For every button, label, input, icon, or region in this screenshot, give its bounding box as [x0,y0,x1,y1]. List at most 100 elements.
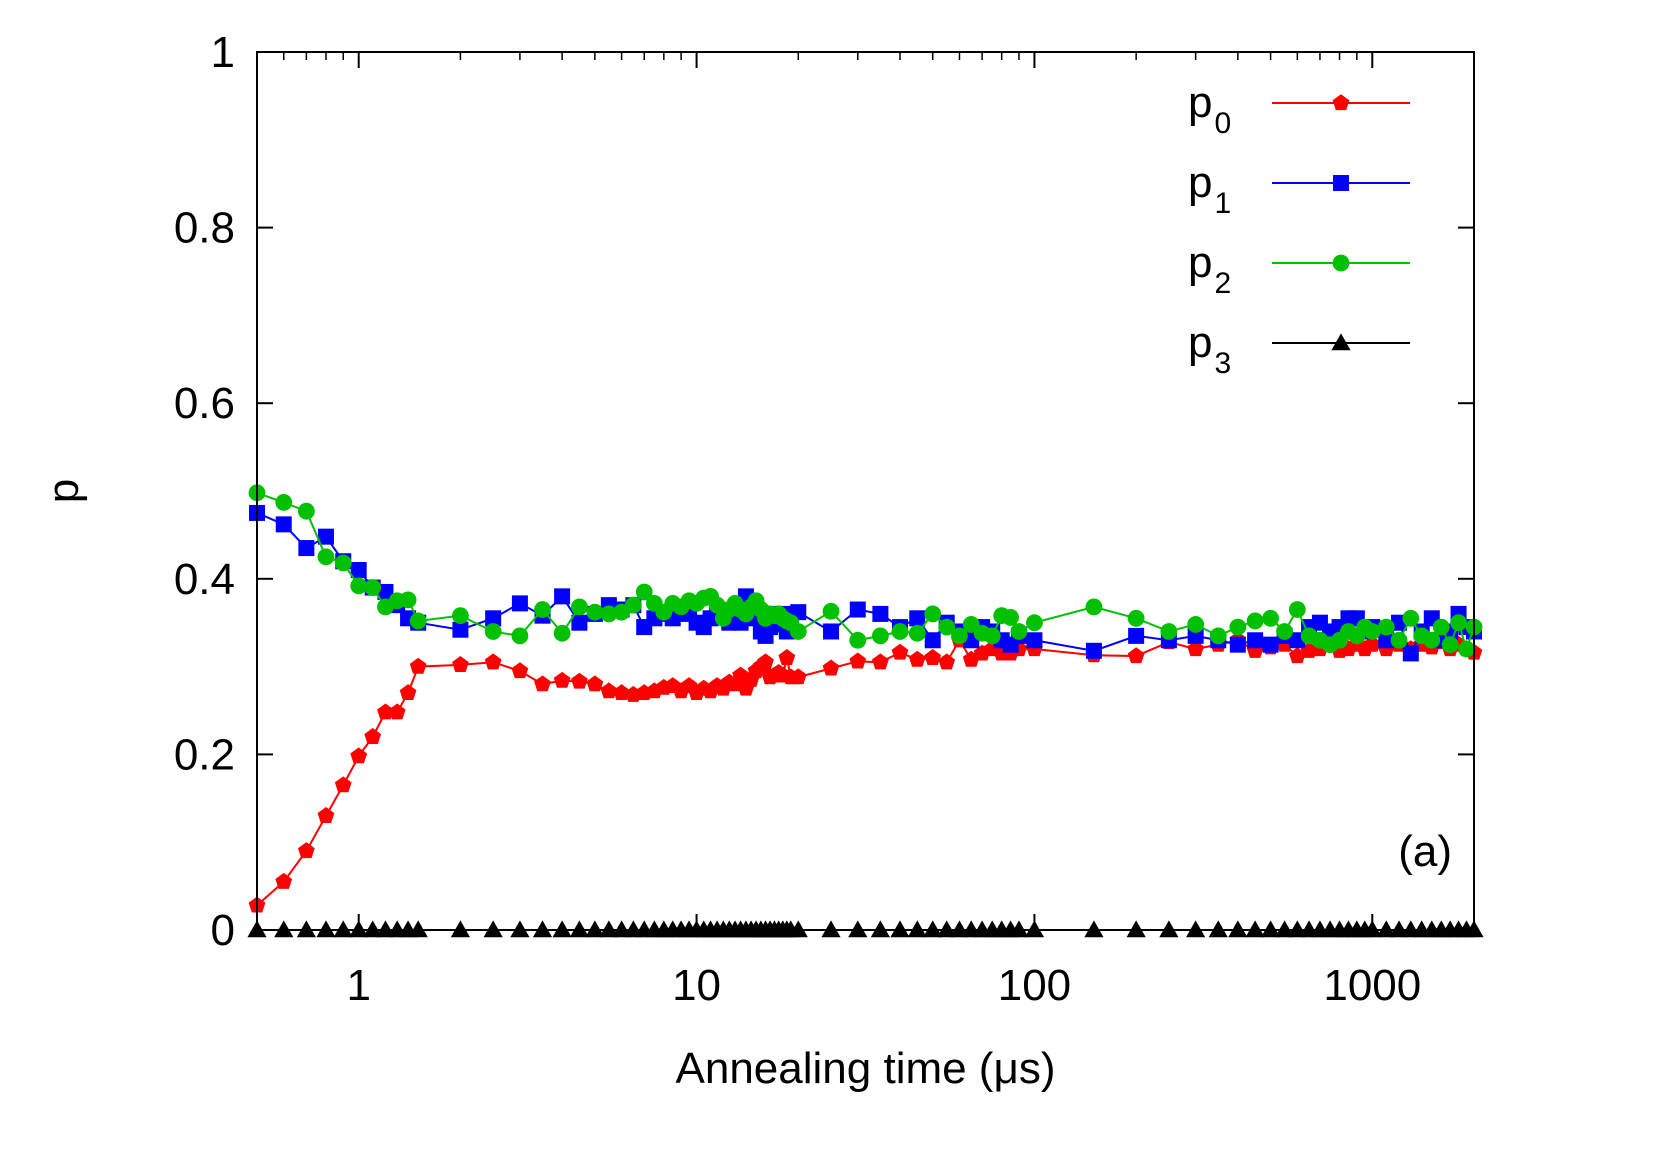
p2-point [822,602,840,620]
p0-point [586,675,604,692]
p2-point [1002,609,1019,626]
p0-point [377,703,394,720]
x-axis-label: Annealing time (μs) [676,1044,1056,1093]
p3-point [349,920,369,938]
y-axis-label: p [39,479,88,503]
legend-item-p1: p1 [1188,158,1410,220]
p2-point [317,548,335,566]
x-tick-label: 10 [672,961,721,1010]
p3-point [1159,920,1179,938]
p3-point [821,920,841,938]
p2-point [399,591,417,609]
p3-point [333,920,353,938]
p2-point [1402,609,1420,627]
p2-point [484,623,502,640]
p3-point [316,920,336,938]
p3-point [788,920,808,938]
p2-point [1026,614,1043,632]
p2-point [1010,623,1028,640]
p2-point [1432,618,1450,636]
p3-point [1186,920,1206,938]
p1-point [823,623,840,640]
p3-point [1084,920,1104,938]
p0-point [364,728,382,744]
p1-point [511,595,528,612]
p0-point [1127,647,1145,664]
p3-point [1126,920,1146,938]
p1-point [452,621,469,638]
p2-point [350,577,368,595]
x-tick-label: 1000 [1323,961,1421,1010]
p3-point [483,920,503,938]
p2-point [534,601,551,618]
legend-label: p1 [1188,158,1231,220]
p2-point [951,627,968,645]
legend-marker [1333,175,1349,191]
p2-point [1288,601,1306,618]
legend-marker [1332,94,1350,111]
legend-marker [1332,254,1350,272]
p0-point [511,662,529,679]
p2-point [1276,623,1293,640]
p1-point [1229,636,1246,653]
p2-point [1423,631,1441,649]
p2-point [1229,618,1247,636]
p0-point [553,671,571,688]
p1-point [1378,632,1395,649]
p3-point [870,920,890,938]
p2-point [409,612,427,630]
legend-label: p2 [1188,238,1231,300]
p1-point [485,610,502,627]
legend: p0 p1 p2 p3 [1188,78,1410,380]
p2-point [364,579,382,596]
p2-point [789,623,807,640]
p1-point [554,588,571,605]
p2-point [1363,623,1381,640]
p2-point [452,607,469,625]
p3-point [296,920,316,938]
p3-point [1009,920,1029,938]
p0-point [534,675,551,692]
p2-point [1085,598,1103,616]
p3-point [450,920,471,938]
panel-annotation: (a) [1398,827,1452,876]
p0-point [613,684,630,701]
p0-point [849,652,867,669]
legend-item-p0: p0 [1188,78,1410,140]
p3-point [890,920,910,938]
p3-point [1260,920,1281,938]
p0-point [1187,640,1204,657]
p3-point [569,920,590,938]
p0-point [789,668,807,685]
p1-point [1128,627,1145,644]
p0-point [1363,635,1381,652]
p2-point [511,627,529,645]
p3-point [1376,920,1396,938]
p0-point [778,649,796,665]
p2-point [1441,636,1459,654]
p1-point [377,583,394,600]
y-tick-label: 0 [211,906,235,955]
p0-point [484,653,502,670]
p2-point [1450,614,1467,632]
p2-point [600,605,618,623]
p0-point [600,682,618,699]
p2-point [1209,627,1227,645]
p1-point [1026,632,1043,649]
p3-point [408,920,428,938]
p2-point [849,631,867,649]
p3-point [923,920,943,938]
legend-label: p0 [1188,78,1231,140]
series-layer [247,484,1484,938]
plot-frame [256,51,1475,931]
p0-point [938,653,956,670]
p2-point [871,627,889,645]
p0-point [891,643,909,660]
p2-point [1390,631,1408,649]
p1-point [924,632,941,649]
p3-point [599,920,619,938]
p0-point [757,653,774,670]
p3-point [907,920,927,938]
